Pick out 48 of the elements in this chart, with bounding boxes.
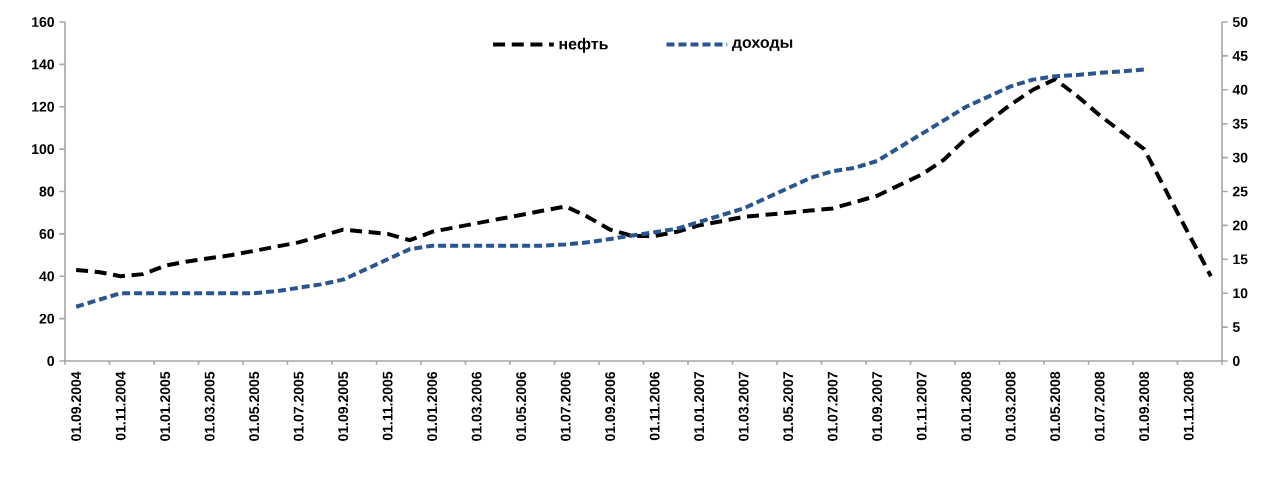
x-tick-label: 01.09.2004 xyxy=(71,371,82,441)
x-tick-label: 01.05.2008 xyxy=(1050,371,1061,441)
y2-tick-label: 30 xyxy=(1232,152,1248,163)
x-tick-label: 01.01.2007 xyxy=(694,372,705,441)
x-tick-label: 01.07.2006 xyxy=(560,371,571,441)
y-tick-label: 160 xyxy=(32,17,55,27)
x-tick-label: 01.11.2004 xyxy=(115,371,126,441)
y2-tick-label: 10 xyxy=(1233,288,1248,299)
y2-tick-label: 25 xyxy=(1232,186,1248,197)
y2-tick-label: 50 xyxy=(1232,17,1248,27)
y2-tick-label: 0 xyxy=(1232,356,1240,366)
y2-tick-label: 35 xyxy=(1232,118,1248,129)
x-tick-label: 01.01.2005 xyxy=(160,371,171,441)
x-tick-label: 01.09.2007 xyxy=(872,372,883,441)
x-tick-label: 01.11.2005 xyxy=(382,371,393,441)
y-tick-label: 80 xyxy=(39,186,55,197)
y2-tick-label: 15 xyxy=(1233,254,1248,265)
x-tick-label: 01.09.2008 xyxy=(1139,371,1150,441)
x-tick-label: 01.03.2005 xyxy=(204,371,215,441)
y2-tick-label: 5 xyxy=(1232,322,1240,332)
x-tick-label: 01.03.2008 xyxy=(1005,371,1016,441)
x-tick-label: 01.11.2006 xyxy=(649,371,660,441)
legend-label: нефть xyxy=(559,37,608,53)
y2-tick-label: 20 xyxy=(1232,220,1248,231)
x-tick-label: 01.07.2008 xyxy=(1094,371,1105,441)
x-tick-label: 01.11.2007 xyxy=(916,372,927,441)
x-tick-label: 01.03.2007 xyxy=(738,372,749,441)
legend-label: доходы xyxy=(731,39,793,52)
x-tick-label: 01.09.2005 xyxy=(338,371,349,441)
x-tick-label: 01.01.2008 xyxy=(961,371,972,441)
x-tick-label: 01.01.2006 xyxy=(427,371,438,441)
y2-tick-label: 40 xyxy=(1232,84,1248,95)
x-tick-label: 01.03.2006 xyxy=(471,371,482,441)
x-tick-label: 01.07.2007 xyxy=(827,372,838,441)
y-tick-label: 100 xyxy=(32,144,55,155)
y-tick-label: 0 xyxy=(47,356,55,366)
x-tick-label: 01.05.2005 xyxy=(249,371,260,441)
x-tick-label: 01.11.2008 xyxy=(1183,371,1194,441)
y-tick-label: 60 xyxy=(39,228,55,239)
y-tick-label: 140 xyxy=(32,59,55,70)
y2-tick-label: 45 xyxy=(1232,51,1248,61)
y-tick-label: 120 xyxy=(32,101,55,112)
y-tick-label: 40 xyxy=(39,271,55,282)
x-tick-label: 01.05.2006 xyxy=(516,371,527,441)
y-tick-label: 20 xyxy=(39,313,55,324)
x-tick-label: 01.09.2006 xyxy=(605,371,616,441)
x-tick-label: 01.07.2005 xyxy=(293,371,304,441)
x-tick-label: 01.05.2007 xyxy=(783,372,794,441)
